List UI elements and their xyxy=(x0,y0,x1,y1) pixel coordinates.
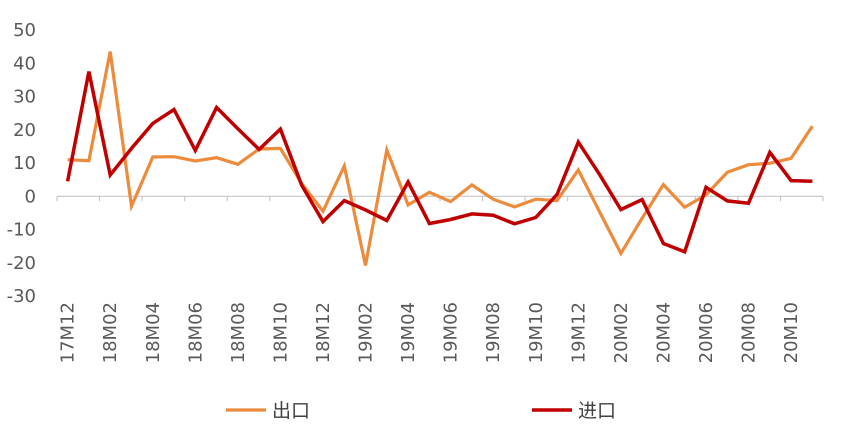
x-tick-label: 20M02 xyxy=(611,302,632,363)
legend-label-2: 进口 xyxy=(578,400,616,422)
x-tick-label: 19M12 xyxy=(568,302,589,363)
x-tick-label: 18M08 xyxy=(228,302,249,363)
x-axis: 17M12 18M02 18M04 18M06 18M08 18M10 18M12 19M02… xyxy=(56,195,824,363)
x-tick-label: 18M10 xyxy=(270,302,291,363)
x-tick-label: 18M12 xyxy=(313,302,334,363)
legend: 出口 进口 xyxy=(226,400,616,422)
x-tick-label: 19M04 xyxy=(398,302,419,363)
x-tick-label: 18M04 xyxy=(143,302,164,363)
series-line-1 xyxy=(67,51,814,266)
y-tick-label: -30 xyxy=(7,286,36,307)
x-tick-label: 19M10 xyxy=(526,302,547,363)
x-tick-label: 20M08 xyxy=(739,302,760,363)
y-axis: 50 40 30 20 10 0 -10 -20 -30 xyxy=(7,20,36,307)
series-line-2 xyxy=(65,71,813,255)
x-tick-label: 19M02 xyxy=(356,302,377,363)
x-tick-label: 19M06 xyxy=(441,302,462,363)
y-tick-label: 10 xyxy=(13,153,36,174)
y-tick-label: 30 xyxy=(13,87,36,108)
x-tick-label: 20M06 xyxy=(696,302,717,363)
x-tick-label: 18M02 xyxy=(100,302,121,363)
y-tick-label: 20 xyxy=(13,120,36,141)
y-tick-label: 40 xyxy=(13,53,36,74)
y-tick-label: 50 xyxy=(13,20,36,41)
y-tick-label: -20 xyxy=(7,253,36,274)
x-tick-label: 17M12 xyxy=(58,302,79,363)
legend-label-1: 出口 xyxy=(272,400,310,422)
x-tick-label: 20M10 xyxy=(781,302,802,363)
x-tick-label: 19M08 xyxy=(483,302,504,363)
y-tick-label: 0 xyxy=(25,186,36,207)
series-layer xyxy=(65,51,814,266)
y-tick-label: -10 xyxy=(7,220,36,241)
x-tick-label: 20M04 xyxy=(653,302,674,363)
x-tick-label: 18M06 xyxy=(185,302,206,363)
